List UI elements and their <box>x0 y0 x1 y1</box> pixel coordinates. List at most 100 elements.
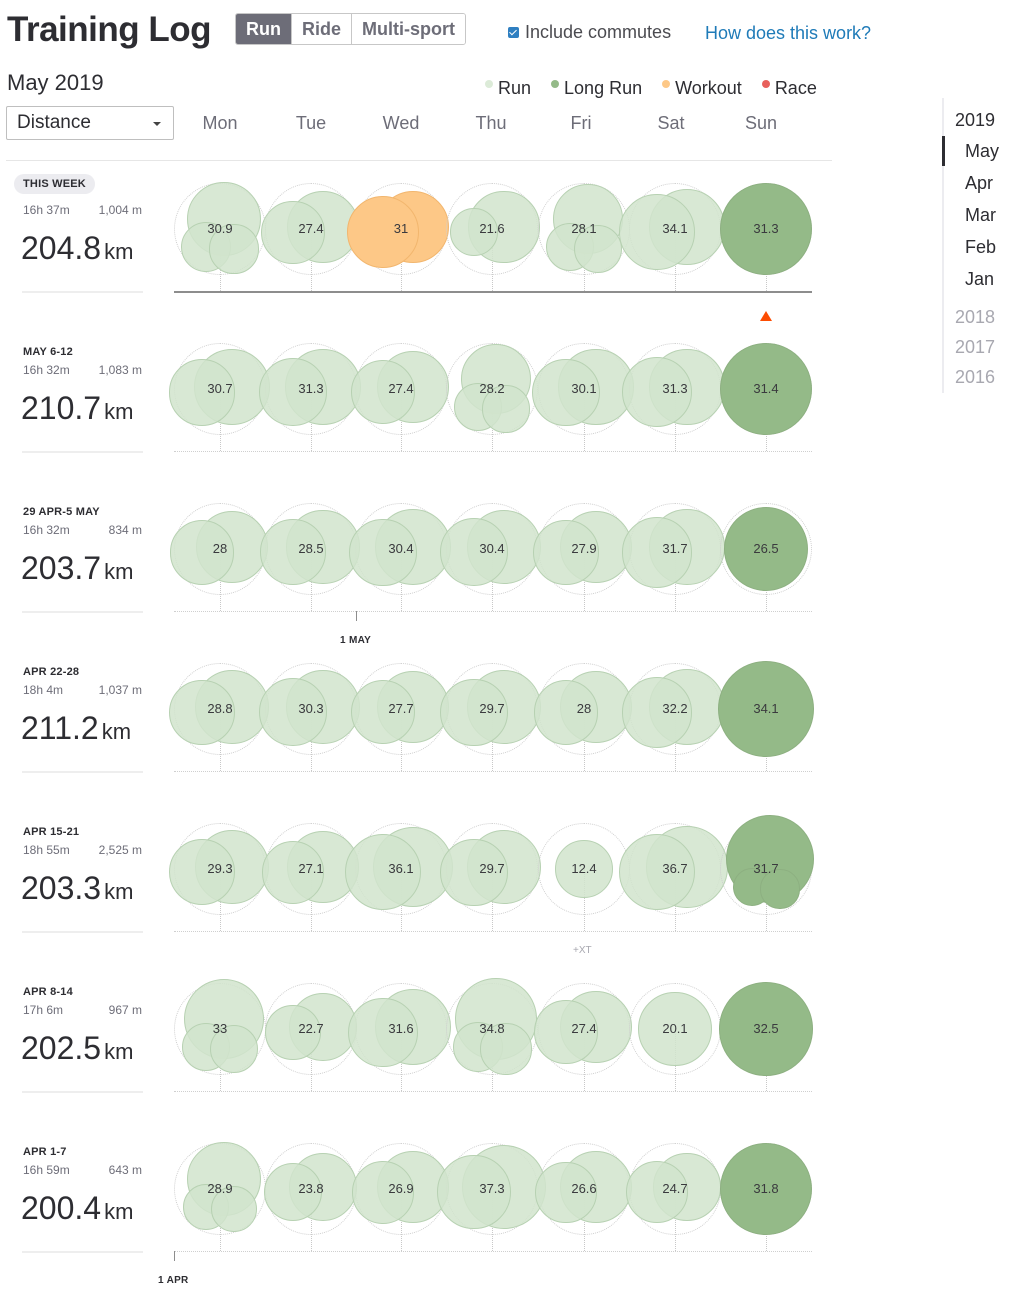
activity-bubble[interactable] <box>169 519 235 585</box>
activity-bubble[interactable] <box>258 358 328 427</box>
activity-bubble[interactable] <box>351 1160 415 1224</box>
day-total-value: 31.6 <box>388 1021 414 1036</box>
activity-bubble[interactable] <box>532 358 600 426</box>
activity-bubble[interactable] <box>450 208 498 256</box>
nav-year-2019[interactable]: 2019 <box>955 110 996 130</box>
week-summary-divider <box>22 1091 143 1093</box>
month-heading: May 2019 <box>7 70 104 95</box>
caret-down-icon <box>153 122 161 126</box>
nav-month-apr[interactable]: Apr <box>965 173 994 193</box>
activity-bubble[interactable] <box>169 679 235 745</box>
day-total-value: 28.5 <box>298 541 324 556</box>
activity-bubble[interactable] <box>260 519 326 585</box>
sport-tab-multisport[interactable]: Multi-sport <box>351 14 465 44</box>
header-divider <box>6 160 832 161</box>
activity-bubble[interactable] <box>437 1155 511 1229</box>
day-total-value: 31 <box>393 221 409 236</box>
activity-bubble[interactable] <box>626 1161 688 1224</box>
activity-bubble[interactable] <box>440 838 508 906</box>
day-header-sun: Sun <box>744 113 778 133</box>
activity-bubble[interactable] <box>621 516 693 588</box>
activity-bubble[interactable] <box>169 839 235 906</box>
week-distance-unit: km <box>104 1039 134 1064</box>
legend-item-race: Race <box>761 78 817 99</box>
activity-bubble[interactable] <box>258 678 328 747</box>
day-total-value: 27.9 <box>571 541 597 556</box>
activity-bubble[interactable] <box>347 196 419 269</box>
nav-month-may[interactable]: May <box>965 141 1000 161</box>
week-distance: 202.5 km <box>21 1030 133 1067</box>
sport-tab-ride[interactable]: Ride <box>291 14 352 44</box>
week-distance: 211.2 km <box>21 710 131 747</box>
week-elevation: 1,083 m <box>98 363 142 377</box>
week-baseline <box>174 291 812 293</box>
legend-label: Long Run <box>564 78 643 98</box>
commutes-label[interactable]: Include commutes <box>525 22 672 42</box>
activity-bubble[interactable] <box>263 1162 323 1222</box>
activity-bubble[interactable] <box>555 840 613 898</box>
week-distance: 203.3 km <box>21 870 133 907</box>
activity-bubble[interactable] <box>621 357 693 428</box>
activity-bubble[interactable] <box>619 194 695 271</box>
day-total-value: 37.3 <box>479 1181 505 1196</box>
day-total-value: 31.8 <box>753 1181 779 1196</box>
activity-bubble[interactable] <box>638 992 712 1066</box>
activity-bubble[interactable] <box>573 224 623 274</box>
activity-bubble[interactable] <box>720 343 812 435</box>
activity-bubble[interactable] <box>261 200 325 264</box>
week-summary-divider <box>22 931 143 933</box>
activity-bubble[interactable] <box>439 518 509 587</box>
nav-year-2018[interactable]: 2018 <box>955 307 996 327</box>
week-label: APR 15-21 <box>23 826 80 838</box>
activity-bubble[interactable] <box>349 518 417 586</box>
legend-item-long-run: Long Run <box>551 78 642 99</box>
activity-bubble[interactable] <box>209 224 259 274</box>
day-total-value: 29.3 <box>207 861 233 876</box>
activity-bubble[interactable] <box>480 1023 532 1075</box>
today-marker-icon <box>760 311 772 321</box>
nav-year-2016[interactable]: 2016 <box>955 367 996 387</box>
day-total-value: 29.7 <box>479 861 505 876</box>
activity-bubble[interactable] <box>718 661 814 757</box>
commutes-checkbox[interactable] <box>508 27 519 38</box>
nav-month-jan[interactable]: Jan <box>965 269 995 289</box>
activity-bubble[interactable] <box>168 358 236 426</box>
week-distance: 204.8 km <box>21 230 133 267</box>
activity-bubble[interactable] <box>265 1004 321 1060</box>
activity-bubble[interactable] <box>350 360 415 425</box>
day-header-mon: Mon <box>202 113 238 133</box>
sport-tab-run[interactable]: Run <box>236 14 291 44</box>
day-total-value: 31.4 <box>753 381 779 396</box>
metric-select[interactable]: Distance <box>6 106 174 140</box>
long-run-dot-icon <box>551 79 560 88</box>
activity-bubble[interactable] <box>719 982 813 1076</box>
week-time: 16h 37m <box>23 203 70 217</box>
activity-bubble[interactable] <box>440 678 508 746</box>
nav-month-feb[interactable]: Feb <box>965 237 997 257</box>
activity-bubble[interactable] <box>719 1142 813 1236</box>
week-distance-value: 210.7 <box>21 390 102 426</box>
nav-month-mar[interactable]: Mar <box>965 205 996 225</box>
activity-bubble[interactable] <box>760 869 800 909</box>
activity-bubble[interactable] <box>261 840 325 904</box>
activity-bubble[interactable] <box>348 997 418 1067</box>
activity-bubble[interactable] <box>350 680 416 745</box>
activity-bubble[interactable] <box>533 519 599 585</box>
activity-bubble[interactable] <box>482 385 530 433</box>
activity-bubble[interactable] <box>211 1186 257 1232</box>
day-total-value: 21.6 <box>479 221 505 236</box>
activity-bubble[interactable] <box>534 1000 598 1064</box>
activity-bubble[interactable] <box>621 676 693 748</box>
legend-label: Race <box>774 78 817 98</box>
activity-bubble[interactable] <box>720 183 812 275</box>
activity-bubble[interactable] <box>209 1024 259 1074</box>
activity-bubble[interactable] <box>618 833 696 911</box>
year-nav-track <box>942 98 944 393</box>
nav-year-2017[interactable]: 2017 <box>955 337 996 357</box>
activity-bubble[interactable] <box>723 506 809 592</box>
activity-bubble[interactable] <box>535 1161 597 1223</box>
help-link[interactable]: How does this work? <box>705 23 872 43</box>
activity-bubble[interactable] <box>344 834 422 911</box>
day-total-value: 27.4 <box>388 381 414 396</box>
activity-bubble[interactable] <box>533 679 599 745</box>
